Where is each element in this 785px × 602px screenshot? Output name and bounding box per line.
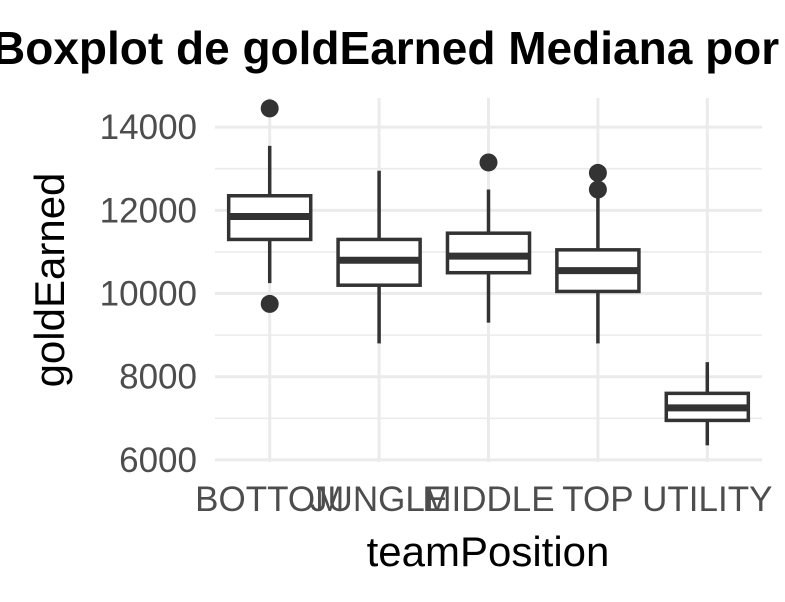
box-utility [664,362,751,446]
y-axis-title: goldEarned [26,173,73,388]
y-tick-label: 12000 [100,191,197,230]
outlier-point [260,99,279,118]
x-tick-label: TOP [562,480,633,519]
box-middle [445,153,532,323]
x-tick-label: JUNGLE [310,480,448,519]
x-tick-label: MIDDLE [422,480,554,519]
x-tick-label: BOTTOM [195,480,344,519]
box-bottom [226,99,313,313]
y-tick-label: 10000 [100,275,197,314]
y-tick-label: 8000 [119,358,197,397]
box-top [555,163,641,344]
outlier-point [588,163,607,182]
outlier-point [479,153,498,172]
box-series [226,99,751,446]
y-axis-ticks: 6000 8000 10000 12000 14000 [100,108,197,480]
x-tick-label: UTILITY [642,480,772,519]
y-tick-label: 6000 [119,441,197,480]
y-tick-label: 14000 [100,108,197,147]
box-jungle [336,170,422,344]
outlier-point [588,180,607,199]
outlier-point [260,294,279,313]
x-axis-title: teamPosition [367,528,610,575]
chart-title: Boxplot de goldEarned Mediana por teamPo… [0,22,785,74]
